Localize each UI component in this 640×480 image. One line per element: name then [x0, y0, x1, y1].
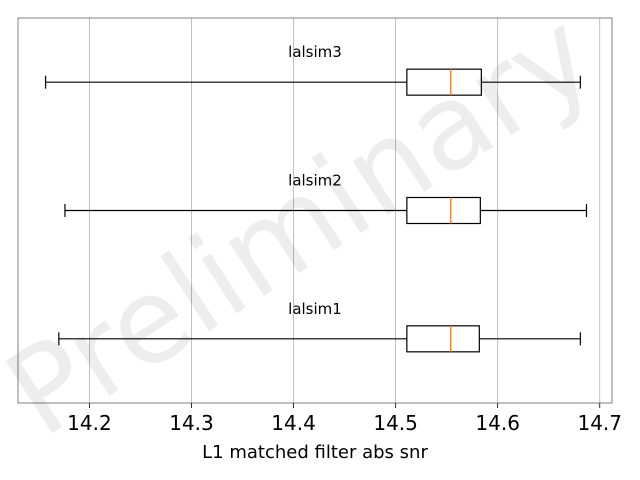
x-tick-label: 14.2	[67, 411, 112, 435]
x-tick-label: 14.7	[577, 411, 622, 435]
series-label: lalsim3	[288, 43, 342, 61]
series-label: lalsim1	[288, 300, 342, 318]
x-tick-label: 14.4	[271, 411, 316, 435]
x-tick-label: 14.6	[475, 411, 520, 435]
x-tick-label: 14.3	[169, 411, 214, 435]
box-lalsim3: lalsim3	[44, 43, 581, 96]
box-lalsim2: lalsim2	[64, 172, 588, 225]
box-lalsim1: lalsim1	[58, 300, 581, 353]
iqr-box	[406, 68, 482, 96]
iqr-box	[406, 325, 480, 353]
iqr-box	[406, 196, 481, 225]
x-tick-label: 14.5	[373, 411, 418, 435]
series-label: lalsim2	[288, 172, 342, 190]
x-axis-label: L1 matched filter abs snr	[202, 442, 428, 463]
plot-frame	[17, 17, 613, 404]
x-axis-ticks: 14.2 14.3 14.4 14.5 14.6 14.7	[67, 403, 622, 435]
box-series: lalsim1 lalsim2 lalsim3	[44, 43, 588, 353]
